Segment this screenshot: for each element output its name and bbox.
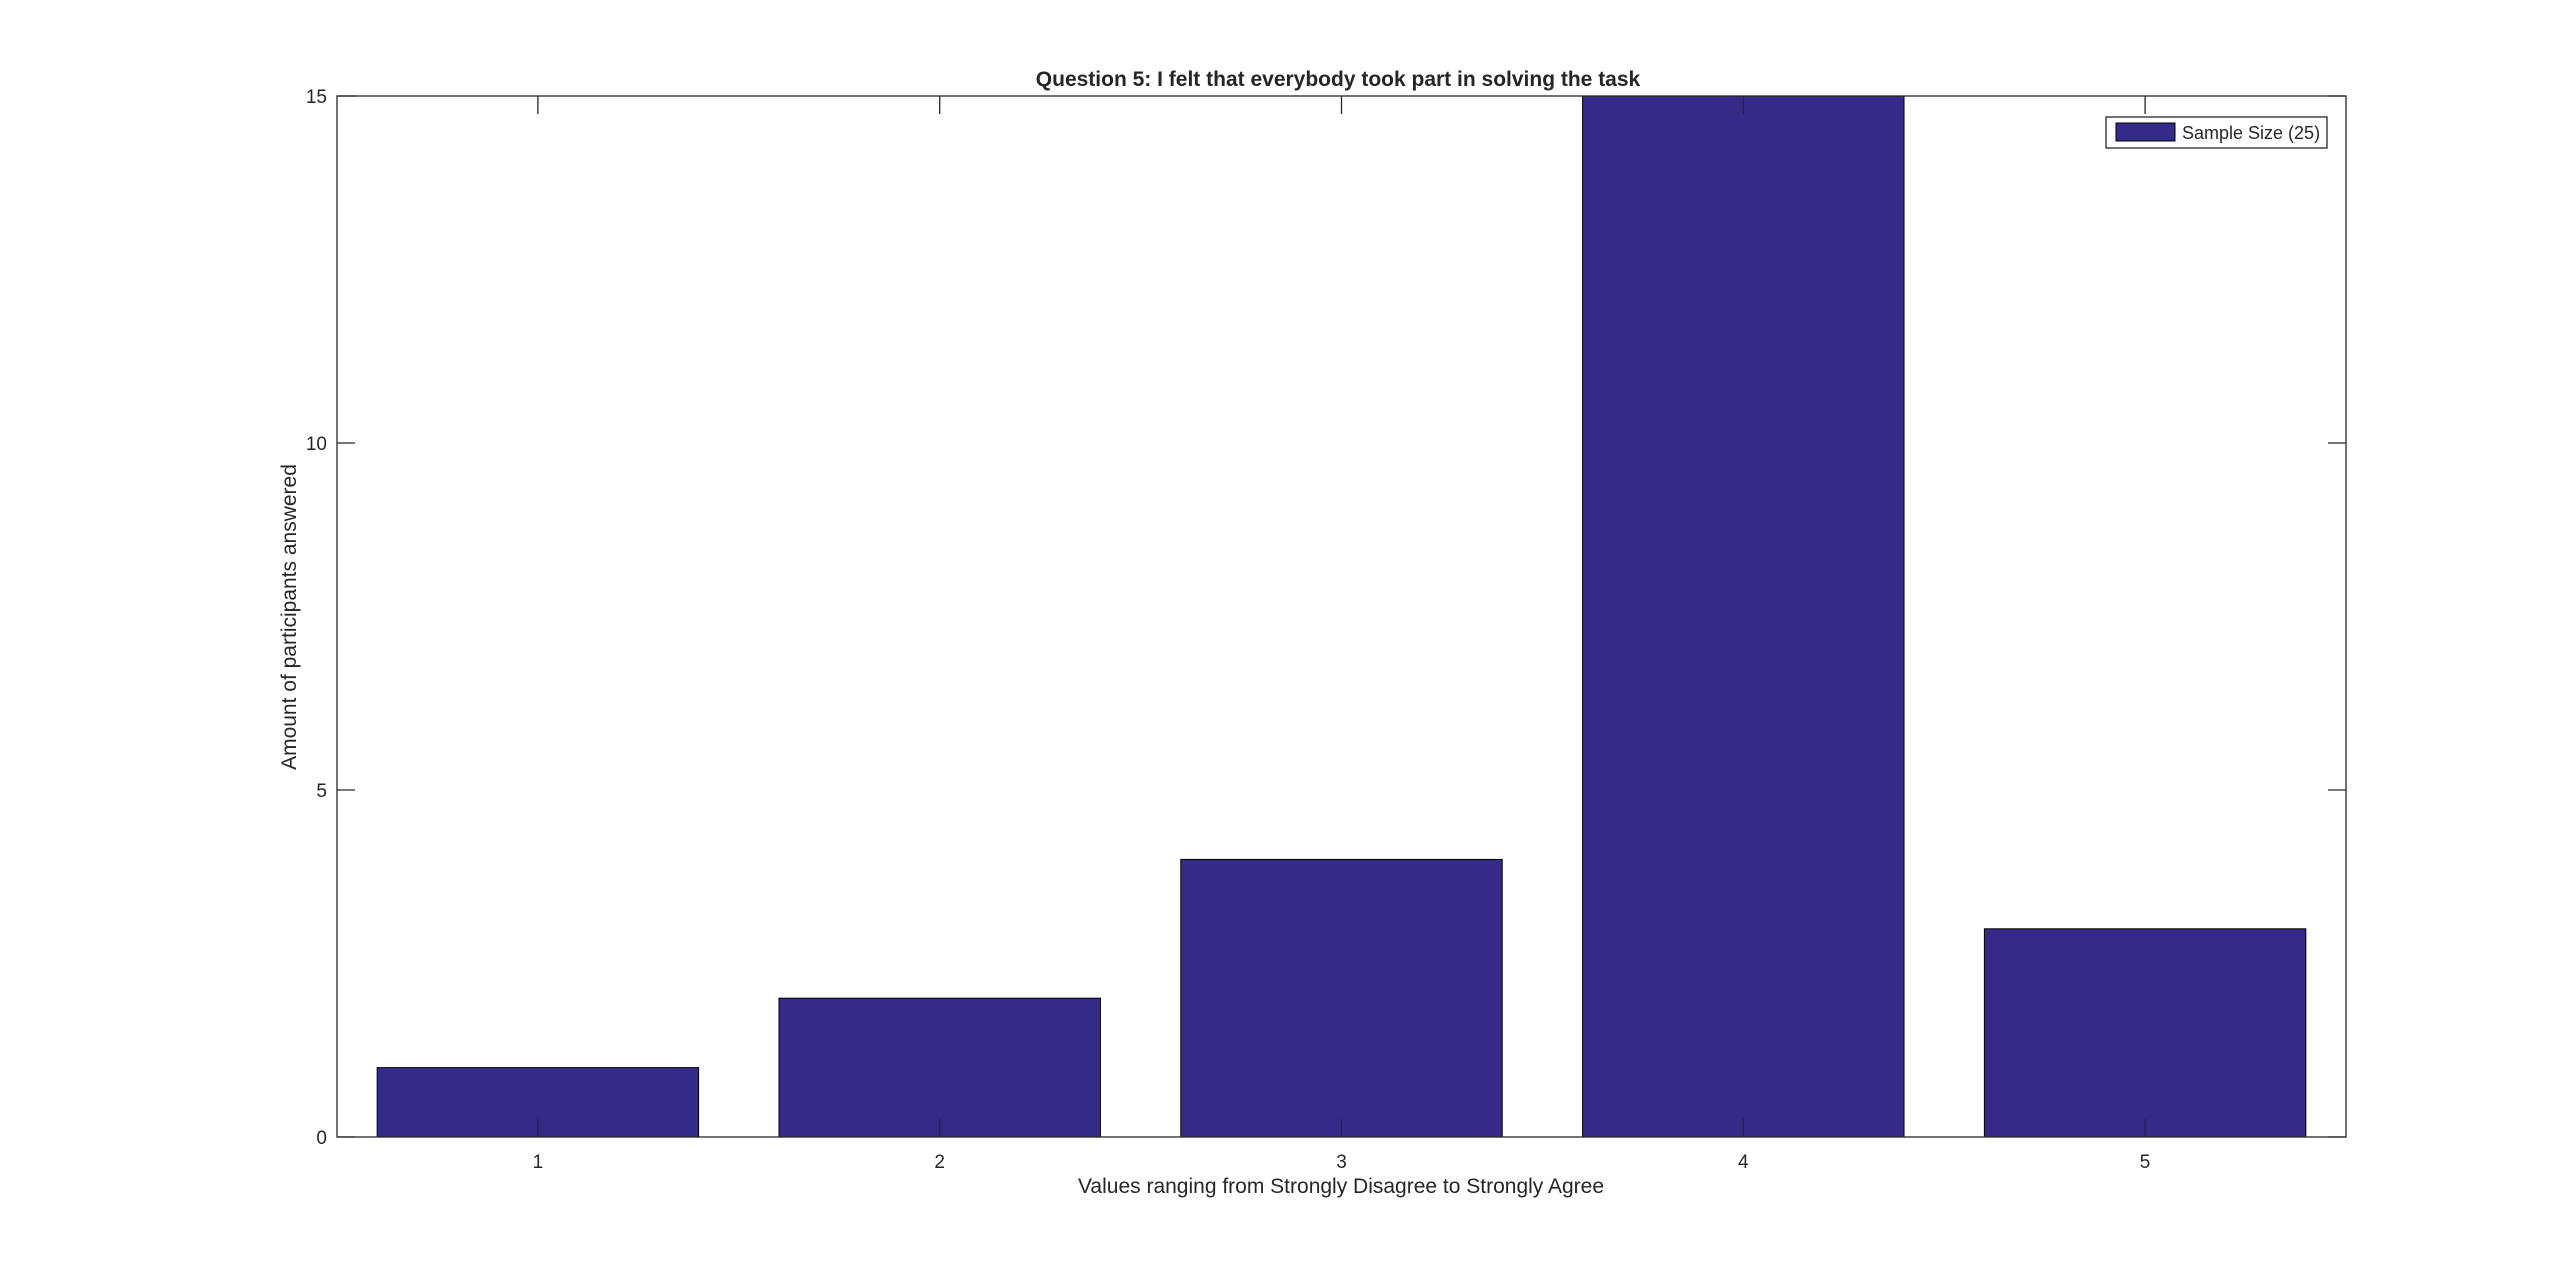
x-axis-ticks: 1 2 3 4 5: [533, 96, 2151, 1173]
axes-box: [336, 95, 2347, 1138]
bar-3: [1180, 858, 1503, 1138]
y-tick-label: 10: [306, 434, 327, 455]
x-tick-label: 1: [533, 1152, 544, 1173]
bar-4: [1582, 95, 1905, 1138]
y-axis-label: Amount of participants answered: [278, 464, 301, 770]
x-tick-label: 2: [934, 1152, 945, 1173]
legend-swatch: [2115, 122, 2176, 142]
legend-label: Sample Size (25): [2182, 123, 2320, 143]
y-tick-label: 0: [316, 1128, 327, 1149]
bar-5: [1983, 928, 2307, 1138]
x-tick-label: 5: [2140, 1152, 2151, 1173]
chart-title: Question 5: I felt that everybody took p…: [1036, 68, 1641, 91]
y-tick-label: 15: [306, 87, 327, 108]
x-tick-label: 4: [1738, 1152, 1749, 1173]
y-tick-label: 5: [316, 781, 327, 802]
bar-2: [778, 997, 1101, 1138]
bars-group: [376, 95, 2307, 1138]
legend: Sample Size (25): [2105, 116, 2328, 149]
x-tick-label: 3: [1336, 1152, 1347, 1173]
x-axis-label: Values ranging from Strongly Disagree to…: [1078, 1175, 1604, 1198]
